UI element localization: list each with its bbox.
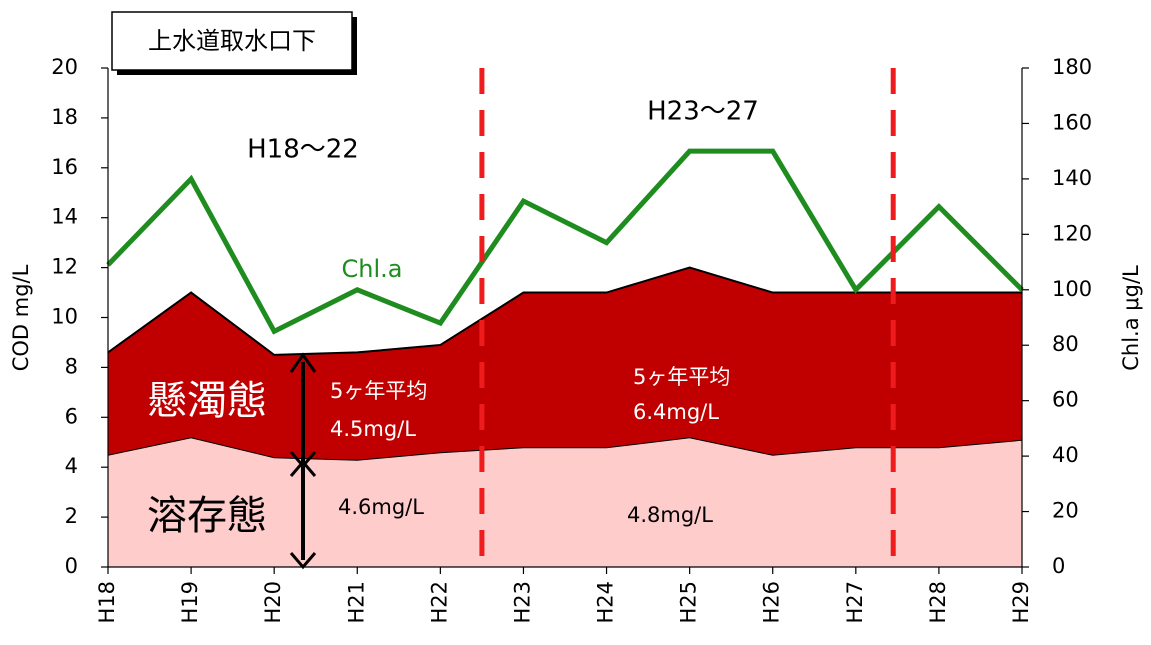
series-label: 溶存態 — [147, 493, 267, 539]
y-tick-label: 10 — [51, 305, 78, 329]
y2-tick-label: 100 — [1052, 277, 1092, 301]
y-tick-label: 16 — [51, 155, 78, 179]
x-tick-label: H27 — [843, 581, 867, 624]
annotation: 5ヶ年平均 — [633, 365, 730, 389]
area — [108, 267, 1022, 460]
area — [108, 437, 1022, 567]
y2-tick-label: 120 — [1052, 221, 1092, 245]
y2-axis-label: Chl.a μg/L — [1119, 265, 1143, 371]
arrow-head — [289, 352, 317, 570]
y-tick-label: 18 — [51, 105, 78, 129]
x-tick-label: H26 — [760, 581, 784, 624]
y2-tick-label: 40 — [1052, 443, 1079, 467]
y2-tick-label: 180 — [1052, 55, 1092, 79]
y-axis-label: COD mg/L — [9, 264, 33, 371]
annotation: 5ヶ年平均 — [330, 379, 427, 403]
y2-tick-label: 140 — [1052, 166, 1092, 190]
x-tick-label: H19 — [178, 581, 202, 624]
y-tick-label: 8 — [65, 354, 78, 378]
y-tick-label: 20 — [51, 55, 78, 79]
annotation: H23〜27 — [647, 97, 759, 127]
annotation: 6.4mg/L — [633, 400, 719, 424]
x-tick-label: H18 — [95, 581, 119, 624]
y2-tick-label: 20 — [1052, 499, 1079, 523]
y-tick-label: 0 — [65, 554, 78, 578]
annotation: 4.5mg/L — [330, 417, 416, 441]
title-box — [111, 11, 353, 71]
annotation: 4.8mg/L — [627, 503, 713, 527]
y2-tick-label: 80 — [1052, 332, 1079, 356]
x-tick-label: H29 — [1009, 581, 1033, 624]
chart-title: 上水道取水口下 — [148, 27, 316, 55]
x-tick-label: H21 — [344, 581, 368, 624]
series-label: Chl.a — [342, 255, 403, 283]
y-tick-label: 12 — [51, 255, 78, 279]
y-tick-label: 4 — [65, 454, 78, 478]
area-edge — [107, 266, 1022, 356]
y2-tick-label: 60 — [1052, 388, 1079, 412]
x-tick-label: H28 — [926, 581, 950, 624]
x-tick-label: H22 — [427, 581, 451, 624]
y2-tick-label: 0 — [1052, 554, 1065, 578]
annotation: H18〜22 — [247, 135, 359, 165]
y-tick-label: 2 — [65, 504, 78, 528]
line — [106, 148, 1024, 335]
y-tick-label: 6 — [65, 404, 78, 428]
x-tick-label: H25 — [677, 581, 701, 624]
x-tick-label: H24 — [594, 581, 618, 624]
y-tick-label: 14 — [51, 205, 78, 229]
annotation: 4.6mg/L — [338, 495, 424, 519]
y2-tick-label: 160 — [1052, 110, 1092, 134]
x-tick-label: H23 — [510, 581, 534, 624]
series-label: 懸濁態 — [147, 378, 267, 424]
x-tick-label: H20 — [261, 581, 285, 624]
